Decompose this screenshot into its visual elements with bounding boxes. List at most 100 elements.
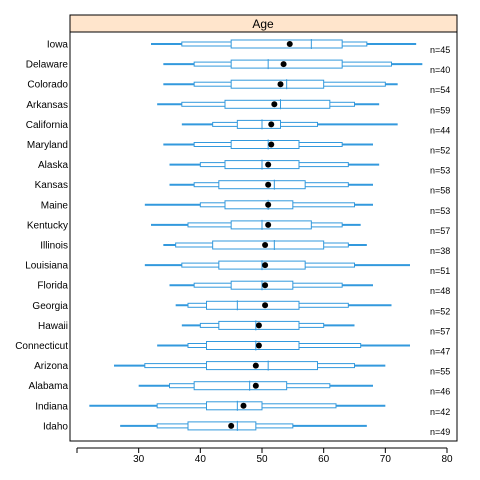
mean-point bbox=[265, 181, 272, 188]
box-row: Iowa n=45 bbox=[47, 39, 450, 55]
count-label: n=52 bbox=[430, 306, 450, 316]
quartile-box bbox=[230, 59, 343, 69]
box-row: Arkansas n=59 bbox=[26, 99, 450, 115]
quartile-box bbox=[206, 341, 300, 350]
box-row: Illinois n=38 bbox=[40, 240, 450, 256]
strip-title: Age bbox=[252, 17, 274, 31]
category-label: Arizona bbox=[34, 361, 68, 372]
mean-point bbox=[262, 302, 269, 309]
quartile-box bbox=[224, 99, 331, 109]
quartile-box bbox=[224, 200, 294, 210]
x-tick-label: 50 bbox=[256, 454, 268, 465]
mean-point bbox=[252, 362, 259, 369]
box-row: Kentucky n=57 bbox=[27, 219, 450, 236]
x-tick-label: 30 bbox=[133, 454, 145, 465]
quartile-box bbox=[230, 220, 312, 230]
quartile-box bbox=[212, 240, 325, 250]
box-row: Alabama n=46 bbox=[29, 380, 450, 397]
count-label: n=53 bbox=[430, 206, 450, 216]
mean-point bbox=[268, 121, 275, 128]
category-label: Hawaii bbox=[38, 321, 68, 332]
count-label: n=48 bbox=[430, 286, 450, 296]
count-label: n=53 bbox=[430, 166, 450, 176]
box-row: Florida n=48 bbox=[37, 280, 450, 296]
count-label: n=38 bbox=[430, 246, 450, 256]
box-row: Georgia n=52 bbox=[32, 300, 450, 316]
category-label: Georgia bbox=[32, 301, 68, 312]
mean-point bbox=[265, 161, 272, 168]
mean-point bbox=[280, 61, 287, 68]
count-label: n=52 bbox=[430, 146, 450, 156]
mean-point bbox=[255, 342, 262, 349]
count-label: n=51 bbox=[430, 266, 450, 276]
quartile-box bbox=[230, 140, 300, 149]
category-label: Florida bbox=[37, 281, 68, 292]
count-label: n=58 bbox=[430, 186, 450, 196]
category-label: Indiana bbox=[35, 401, 68, 412]
category-label: Kansas bbox=[35, 180, 68, 191]
plot-panel bbox=[69, 31, 458, 442]
mean-point bbox=[265, 221, 272, 228]
count-label: n=42 bbox=[430, 407, 450, 417]
category-label: Idaho bbox=[43, 421, 68, 432]
category-label: Illinois bbox=[40, 241, 68, 252]
box-row: Colorado n=54 bbox=[27, 79, 450, 95]
box-row: Kansas n=58 bbox=[35, 179, 450, 196]
count-label: n=49 bbox=[430, 427, 450, 437]
x-tick-label: 70 bbox=[380, 454, 392, 465]
category-label: Connecticut bbox=[15, 341, 68, 352]
x-tick-label: 40 bbox=[195, 454, 207, 465]
mean-point bbox=[262, 242, 269, 248]
box-row: California n=44 bbox=[26, 119, 450, 135]
mean-point bbox=[252, 382, 259, 389]
category-label: Maryland bbox=[27, 140, 68, 151]
quartile-box bbox=[230, 39, 343, 49]
count-label: n=46 bbox=[430, 387, 450, 397]
box-row: Indiana n=42 bbox=[35, 400, 450, 417]
count-label: n=54 bbox=[430, 85, 450, 95]
box-row: Alaska n=53 bbox=[38, 159, 450, 176]
x-tick-label: 60 bbox=[318, 454, 330, 465]
category-label: Maine bbox=[41, 200, 69, 211]
quartile-box bbox=[187, 421, 257, 431]
mean-point bbox=[286, 41, 293, 47]
category-label: Iowa bbox=[47, 40, 69, 51]
mean-point bbox=[265, 201, 272, 208]
box-row: Maine n=53 bbox=[41, 199, 450, 216]
mean-point bbox=[262, 262, 269, 269]
quartile-box bbox=[206, 361, 318, 371]
box-row: Arizona n=55 bbox=[34, 360, 450, 377]
box-row: Idaho n=49 bbox=[43, 420, 450, 437]
box-row: Hawaii n=57 bbox=[38, 320, 450, 336]
count-label: n=44 bbox=[430, 125, 450, 135]
category-label: Alabama bbox=[29, 381, 69, 392]
quartile-box bbox=[218, 180, 306, 190]
category-label: Kentucky bbox=[27, 220, 68, 231]
count-label: n=45 bbox=[430, 45, 450, 55]
quartile-box bbox=[206, 300, 300, 310]
category-label: Delaware bbox=[26, 60, 69, 71]
category-label: Arkansas bbox=[26, 100, 68, 111]
category-label: Alaska bbox=[38, 160, 68, 171]
mean-point bbox=[228, 422, 235, 429]
mean-point bbox=[262, 282, 269, 289]
mean-point bbox=[268, 141, 275, 148]
box-row: Connecticut n=47 bbox=[15, 340, 450, 357]
mean-point bbox=[255, 322, 262, 329]
box-row: Louisiana n=51 bbox=[25, 260, 450, 276]
quartile-box bbox=[230, 79, 325, 89]
mean-point bbox=[277, 81, 284, 88]
count-label: n=47 bbox=[430, 347, 450, 357]
count-label: n=57 bbox=[430, 326, 450, 336]
quartile-box bbox=[193, 381, 288, 391]
count-label: n=55 bbox=[430, 367, 450, 377]
x-tick-label: 80 bbox=[441, 454, 453, 465]
category-label: Colorado bbox=[27, 80, 68, 91]
category-label: Louisiana bbox=[25, 261, 68, 272]
box-row: Delaware n=40 bbox=[26, 59, 450, 75]
category-label: California bbox=[26, 120, 69, 131]
quartile-box bbox=[236, 119, 281, 129]
mean-point bbox=[271, 101, 278, 108]
count-label: n=40 bbox=[430, 65, 450, 75]
